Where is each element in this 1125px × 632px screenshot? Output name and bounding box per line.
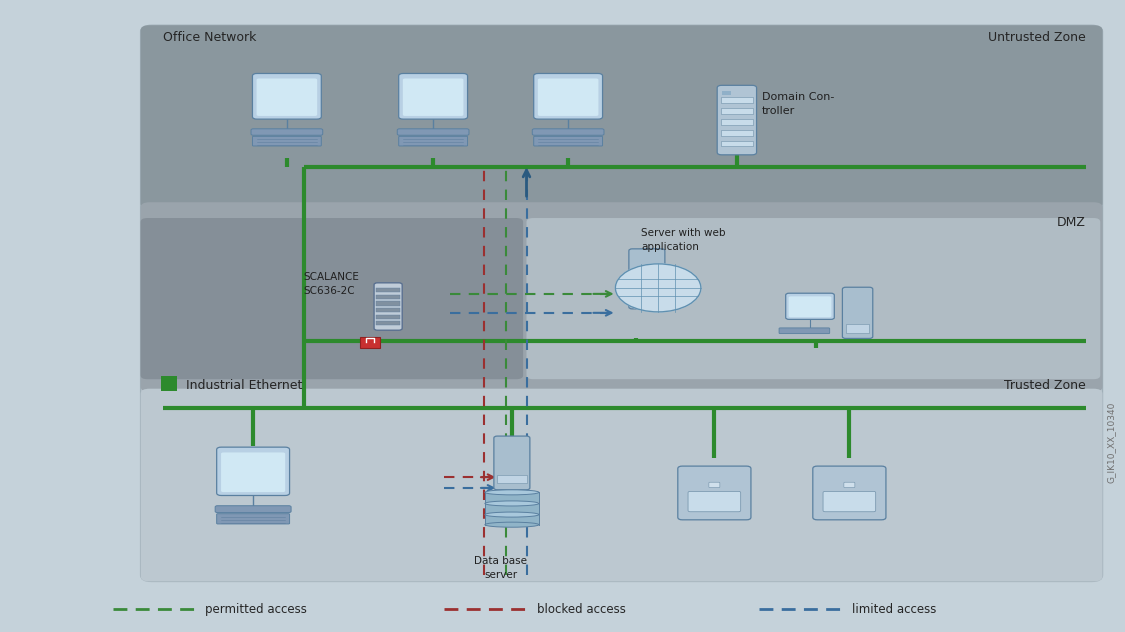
FancyBboxPatch shape xyxy=(785,293,835,319)
Bar xyxy=(721,97,754,104)
FancyBboxPatch shape xyxy=(778,328,830,334)
FancyBboxPatch shape xyxy=(532,129,604,135)
FancyBboxPatch shape xyxy=(538,78,598,116)
Bar xyxy=(721,130,754,136)
FancyBboxPatch shape xyxy=(251,129,323,135)
FancyBboxPatch shape xyxy=(812,466,887,520)
FancyBboxPatch shape xyxy=(824,491,875,512)
Text: limited access: limited access xyxy=(852,603,936,616)
Text: Office Network: Office Network xyxy=(163,31,256,44)
FancyBboxPatch shape xyxy=(789,296,831,317)
Text: Domain Con-
troller: Domain Con- troller xyxy=(762,92,834,116)
Bar xyxy=(376,321,400,325)
Text: Data base
server: Data base server xyxy=(474,556,528,580)
FancyBboxPatch shape xyxy=(256,78,317,116)
Bar xyxy=(376,295,400,299)
FancyBboxPatch shape xyxy=(843,287,873,339)
Bar xyxy=(161,377,177,391)
FancyBboxPatch shape xyxy=(220,453,286,492)
FancyBboxPatch shape xyxy=(252,137,322,146)
Text: permitted access: permitted access xyxy=(205,603,307,616)
FancyBboxPatch shape xyxy=(141,25,1102,581)
FancyBboxPatch shape xyxy=(252,73,322,119)
Text: Untrusted Zone: Untrusted Zone xyxy=(988,31,1086,44)
Bar xyxy=(721,119,754,125)
FancyBboxPatch shape xyxy=(215,506,291,513)
FancyBboxPatch shape xyxy=(494,436,530,490)
FancyBboxPatch shape xyxy=(526,218,1100,379)
FancyBboxPatch shape xyxy=(217,447,289,495)
FancyBboxPatch shape xyxy=(533,137,603,146)
FancyBboxPatch shape xyxy=(718,85,757,155)
FancyBboxPatch shape xyxy=(688,491,740,512)
Text: SCALANCE
SC636-2C: SCALANCE SC636-2C xyxy=(304,272,360,296)
FancyBboxPatch shape xyxy=(709,482,720,488)
Bar xyxy=(376,301,400,305)
FancyBboxPatch shape xyxy=(397,129,469,135)
Bar xyxy=(360,336,380,348)
Bar xyxy=(485,492,539,502)
Ellipse shape xyxy=(485,501,539,506)
Text: Server with web
application: Server with web application xyxy=(641,228,726,252)
FancyBboxPatch shape xyxy=(398,137,468,146)
Circle shape xyxy=(615,264,701,312)
FancyBboxPatch shape xyxy=(398,73,468,119)
Ellipse shape xyxy=(485,490,539,495)
Bar xyxy=(376,308,400,312)
FancyBboxPatch shape xyxy=(217,514,289,524)
FancyBboxPatch shape xyxy=(141,218,523,379)
Text: DMZ: DMZ xyxy=(1056,216,1086,229)
FancyBboxPatch shape xyxy=(533,73,603,119)
FancyBboxPatch shape xyxy=(141,389,1102,581)
Text: blocked access: blocked access xyxy=(537,603,626,616)
Bar xyxy=(721,108,754,114)
FancyBboxPatch shape xyxy=(403,78,464,116)
Bar xyxy=(497,475,526,483)
Ellipse shape xyxy=(485,512,539,517)
FancyBboxPatch shape xyxy=(141,25,1102,209)
Bar xyxy=(722,91,731,95)
Bar xyxy=(485,504,539,514)
Text: Industrial Ethernet: Industrial Ethernet xyxy=(186,379,302,392)
Bar xyxy=(376,315,400,319)
Text: Trusted Zone: Trusted Zone xyxy=(1004,379,1086,392)
Text: G_IK10_XX_10340: G_IK10_XX_10340 xyxy=(1107,402,1116,483)
Bar xyxy=(376,288,400,292)
Bar xyxy=(846,324,870,333)
FancyBboxPatch shape xyxy=(844,482,855,488)
Bar xyxy=(485,514,539,525)
Bar xyxy=(721,140,754,147)
FancyBboxPatch shape xyxy=(629,249,665,309)
Ellipse shape xyxy=(485,522,539,527)
FancyBboxPatch shape xyxy=(374,283,403,330)
Bar xyxy=(632,291,662,301)
FancyBboxPatch shape xyxy=(141,202,1102,392)
FancyBboxPatch shape xyxy=(677,466,752,520)
